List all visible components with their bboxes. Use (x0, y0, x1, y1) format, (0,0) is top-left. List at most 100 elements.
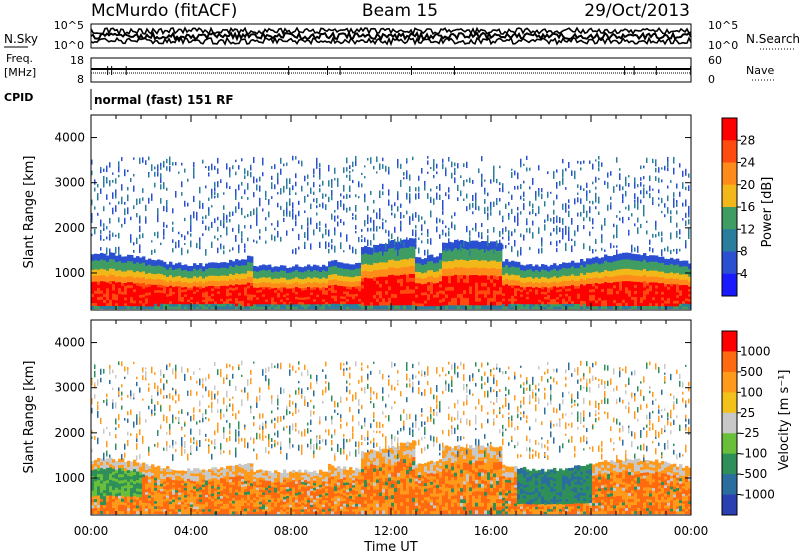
power-cell (265, 303, 269, 307)
power-cell (631, 256, 635, 261)
power-cell (337, 275, 341, 279)
power-cell (565, 293, 569, 297)
power-speck (466, 206, 468, 212)
power-cell (145, 284, 149, 288)
power-speck (568, 231, 570, 238)
power-speck (541, 247, 543, 254)
power-speck (457, 239, 459, 244)
power-cell (628, 302, 632, 306)
power-cell (208, 298, 212, 302)
power-cell (103, 293, 107, 297)
power-cell (259, 301, 263, 305)
power-cell (265, 301, 269, 305)
power-speck (535, 196, 537, 201)
power-cell (334, 297, 338, 301)
power-cell (523, 301, 527, 305)
power-cell (469, 304, 473, 310)
power-cell (298, 269, 302, 272)
power-cell (100, 299, 104, 303)
power-cell (247, 291, 251, 295)
power-cell (532, 287, 536, 291)
power-cell (283, 291, 287, 295)
power-cell (151, 281, 155, 285)
power-cell (109, 283, 113, 288)
power-cell (508, 303, 512, 307)
power-speck (391, 212, 393, 216)
power-cell (430, 257, 434, 262)
power-speck (118, 166, 120, 173)
power-speck (130, 234, 132, 241)
power-speck (118, 174, 120, 178)
power-cell (283, 279, 287, 283)
power-cell (568, 301, 572, 304)
power-cell (397, 297, 401, 302)
power-cell (226, 301, 230, 304)
power-cell (166, 291, 170, 295)
power-cell (250, 262, 254, 266)
power-speck (442, 210, 444, 215)
power-speck (484, 199, 486, 204)
power-cell (502, 298, 506, 302)
power-cell (670, 300, 674, 304)
power-cell (436, 302, 440, 307)
power-cell (94, 275, 98, 279)
power-cell (430, 302, 434, 307)
power-cell (487, 305, 491, 310)
power-cell (424, 266, 428, 270)
power-cell (364, 298, 368, 303)
power-cell (145, 286, 149, 291)
power-cell (586, 300, 590, 304)
power-cell (283, 287, 287, 290)
power-speck (253, 192, 255, 198)
power-speck (382, 157, 384, 162)
power-cell (346, 288, 350, 292)
power-speck (400, 223, 402, 227)
power-speck (214, 218, 216, 224)
power-cell (307, 286, 311, 290)
power-speck (100, 188, 102, 194)
power-cell (658, 268, 662, 272)
power-speck (640, 190, 642, 195)
power-cell (469, 286, 473, 291)
power-cell (646, 282, 650, 286)
power-speck (172, 221, 174, 225)
power-cell (292, 294, 296, 298)
power-speck (592, 200, 594, 205)
power-cell (559, 296, 563, 300)
power-cell (106, 255, 110, 259)
power-cell (283, 265, 287, 269)
power-cell (550, 286, 554, 290)
power-speck (109, 217, 111, 223)
power-cell (502, 282, 506, 286)
power-cell (517, 274, 521, 278)
power-cell (409, 296, 413, 302)
power-cell (388, 240, 392, 245)
power-cell (448, 271, 452, 276)
power-cell (328, 279, 332, 283)
power-cell (568, 278, 572, 281)
freq-tick-low: 8 (77, 73, 84, 86)
power-speck (676, 183, 678, 189)
power-speck (655, 167, 657, 173)
power-speck (454, 212, 456, 216)
power-cell (253, 301, 257, 305)
power-cell (211, 282, 215, 286)
power-cell (499, 283, 503, 288)
power-cell (295, 269, 299, 273)
power-cell (400, 263, 404, 268)
power-cell (265, 306, 269, 310)
power-speck (388, 238, 390, 245)
power-cell (685, 260, 689, 264)
power-speck (583, 217, 585, 222)
power-speck (115, 178, 117, 184)
power-cell (682, 260, 686, 264)
power-cell (412, 293, 416, 298)
power-cell (625, 274, 629, 278)
power-cell (373, 298, 377, 302)
power-cell (193, 285, 197, 289)
power-cell (655, 261, 659, 265)
power-cell (616, 278, 620, 282)
power-cell (97, 272, 101, 276)
power-cell (106, 296, 110, 301)
power-speck (526, 221, 528, 224)
